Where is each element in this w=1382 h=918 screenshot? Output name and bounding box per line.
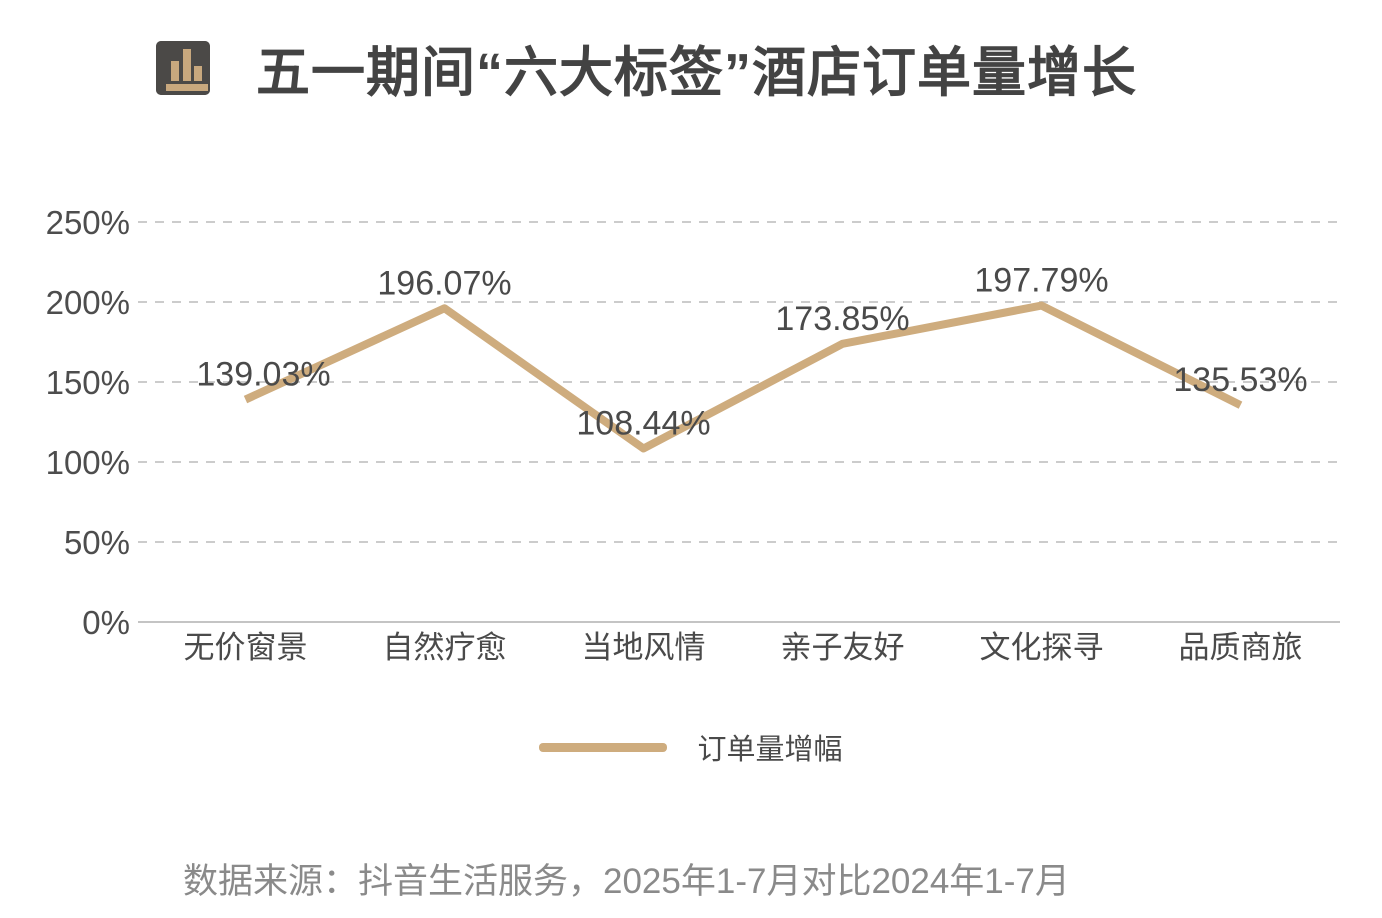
x-axis-category-label: 自然疗愈 [383, 630, 507, 665]
line-chart: 0% 50% 100% 150% 200% 250% 139.03% 无价窗景 196.07% 自… [46, 204, 1340, 665]
chart-title: 五一期间“六大标签”酒店订单量增长 [256, 43, 1137, 103]
x-axis-category-label: 当地风情 [582, 630, 706, 665]
data-source-note: 数据来源：抖音生活服务，2025年1-7月对比2024年1-7月 [183, 862, 1070, 901]
y-axis-tick-label: 100% [46, 444, 130, 481]
x-axis-category-label: 无价窗景 [184, 630, 308, 665]
y-axis-tick-label: 250% [46, 204, 130, 241]
order-growth-line [243, 301, 1243, 453]
legend-series-label: 订单量增幅 [697, 734, 843, 766]
data-point-label: 139.03% [196, 356, 330, 394]
data-point-label: 135.53% [1173, 361, 1307, 399]
x-axis-category-label: 亲子友好 [781, 630, 905, 665]
legend-line-swatch [539, 742, 668, 752]
y-axis-tick-label: 50% [64, 524, 130, 561]
data-point-label: 197.79% [974, 262, 1108, 300]
x-axis-category-label: 品质商旅 [1179, 630, 1303, 665]
data-point-label: 196.07% [377, 264, 511, 302]
data-point-label: 108.44% [576, 404, 710, 442]
y-axis-tick-label: 0% [82, 604, 130, 641]
x-axis-category-label: 文化探寻 [980, 630, 1104, 665]
bar-chart-icon [156, 40, 210, 95]
y-axis-tick-label: 200% [46, 284, 130, 321]
data-point-label: 173.85% [775, 300, 909, 338]
chart-header: 五一期间“六大标签”酒店订单量增长 [156, 28, 1137, 107]
chart-legend[interactable]: 订单量增幅 [0, 726, 1382, 768]
y-axis-tick-label: 150% [46, 364, 130, 401]
